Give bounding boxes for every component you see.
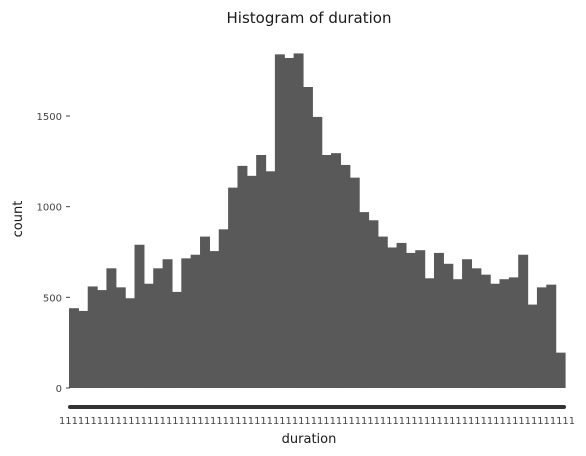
histogram-bar <box>443 263 454 388</box>
histogram-bar <box>359 212 370 388</box>
histogram-bar <box>181 258 192 388</box>
histogram-bar <box>462 259 473 388</box>
histogram-bar <box>387 247 398 388</box>
histogram-bar <box>471 268 482 388</box>
histogram-bar <box>284 57 295 388</box>
bars-group <box>69 53 566 389</box>
y-axis: 0 500 1000 1500 <box>37 112 70 395</box>
histogram-bar <box>190 254 201 388</box>
histogram-bar <box>125 298 136 388</box>
histogram-bar <box>115 287 126 388</box>
histogram-bar <box>87 286 98 388</box>
x-tick-labels: 1111111111111111111111111111111111111111… <box>59 416 575 427</box>
histogram-bar <box>153 268 164 388</box>
histogram-bar <box>405 252 416 388</box>
histogram-bar <box>97 290 108 388</box>
histogram-bar <box>143 283 154 388</box>
histogram-bar <box>340 164 351 388</box>
histogram-bar <box>424 278 435 388</box>
histogram-bar <box>499 279 510 388</box>
y-axis-label: count <box>11 201 26 238</box>
histogram-bar <box>555 352 566 388</box>
histogram-bar <box>433 252 444 388</box>
histogram-bar <box>508 277 519 388</box>
histogram-bar <box>106 268 117 388</box>
histogram-bar <box>256 154 267 388</box>
y-tick-label: 500 <box>43 293 62 304</box>
histogram-bar <box>171 291 182 388</box>
histogram-bar <box>228 187 239 388</box>
y-tick-label: 1500 <box>37 112 62 123</box>
histogram-bar <box>237 165 248 388</box>
histogram-bar <box>78 310 89 388</box>
histogram-bar <box>480 274 491 388</box>
histogram-bar <box>527 304 538 388</box>
histogram-bar <box>321 154 332 388</box>
histogram-bar <box>312 116 323 388</box>
x-axis: 1111111111111111111111111111111111111111… <box>59 405 575 427</box>
chart-title: Histogram of duration <box>227 9 392 27</box>
histogram-bar <box>368 220 379 388</box>
histogram-bar <box>200 236 210 388</box>
x-axis-label: duration <box>282 432 337 447</box>
y-tick-label: 0 <box>56 384 62 395</box>
histogram-bar <box>396 242 407 388</box>
histogram-bar <box>546 284 557 388</box>
histogram-bar <box>331 153 341 388</box>
histogram-bar <box>246 175 257 388</box>
histogram-bar <box>134 244 145 388</box>
y-tick-label: 1000 <box>37 203 62 214</box>
histogram-bar <box>490 283 501 388</box>
histogram-bar <box>518 254 529 388</box>
histogram-bar <box>209 251 220 388</box>
histogram-bar <box>293 53 304 388</box>
histogram-bar <box>415 250 426 388</box>
histogram-bar <box>536 287 547 388</box>
histogram-bar <box>162 259 173 388</box>
histogram-bar <box>274 54 285 388</box>
histogram-bar <box>452 279 463 388</box>
histogram-bar <box>302 86 313 389</box>
histogram-bar <box>265 171 276 388</box>
histogram-bar <box>69 308 79 388</box>
histogram-bar <box>349 177 360 388</box>
histogram-bar <box>377 236 388 388</box>
histogram-bar <box>218 229 229 388</box>
